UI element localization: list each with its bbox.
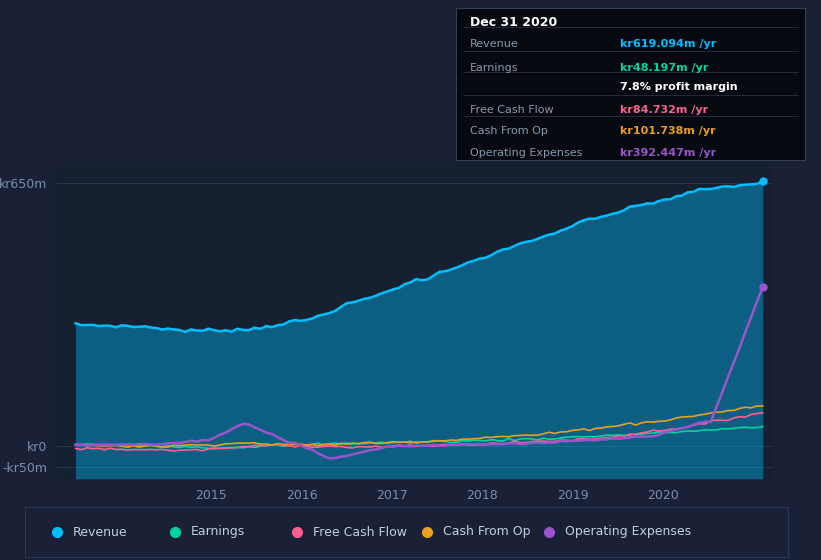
Text: kr392.447m /yr: kr392.447m /yr	[620, 147, 716, 157]
Text: Cash From Op: Cash From Op	[443, 525, 530, 539]
Text: Revenue: Revenue	[73, 525, 127, 539]
Text: 7.8% profit margin: 7.8% profit margin	[620, 82, 737, 92]
Text: Earnings: Earnings	[191, 525, 245, 539]
Text: kr84.732m /yr: kr84.732m /yr	[620, 105, 708, 115]
Text: Operating Expenses: Operating Expenses	[470, 147, 582, 157]
Text: Earnings: Earnings	[470, 63, 518, 73]
Text: Dec 31 2020: Dec 31 2020	[470, 16, 557, 29]
Text: kr48.197m /yr: kr48.197m /yr	[620, 63, 708, 73]
Text: Free Cash Flow: Free Cash Flow	[470, 105, 553, 115]
Text: Cash From Op: Cash From Op	[470, 127, 548, 136]
Text: kr619.094m /yr: kr619.094m /yr	[620, 39, 716, 49]
Text: kr101.738m /yr: kr101.738m /yr	[620, 127, 715, 136]
Text: Revenue: Revenue	[470, 39, 518, 49]
Text: Free Cash Flow: Free Cash Flow	[314, 525, 407, 539]
Text: Operating Expenses: Operating Expenses	[565, 525, 691, 539]
